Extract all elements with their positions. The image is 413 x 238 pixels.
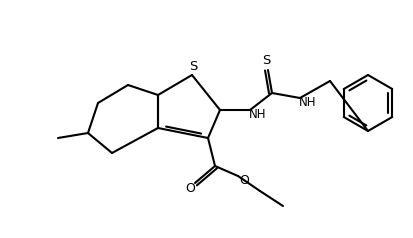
Text: S: S <box>189 60 197 73</box>
Text: S: S <box>262 55 270 68</box>
Text: NH: NH <box>299 96 317 109</box>
Text: NH: NH <box>249 109 267 122</box>
Text: O: O <box>239 174 249 188</box>
Text: O: O <box>185 182 195 194</box>
